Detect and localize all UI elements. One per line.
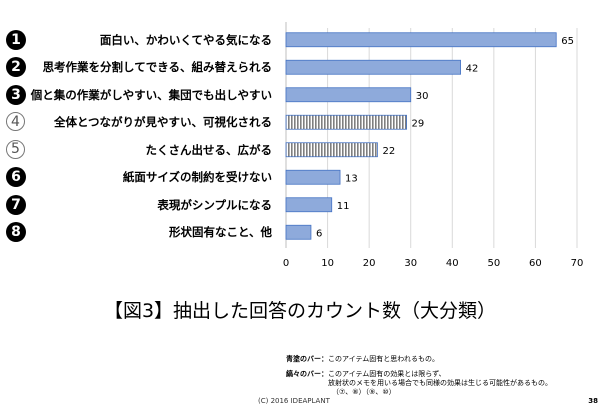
x-tick-label: 50 xyxy=(487,258,500,269)
chart-title: 【図3】抽出した回答のカウント数（大分類） xyxy=(103,300,497,322)
bar xyxy=(285,32,557,48)
category-label: 形状固有なこと、他 xyxy=(168,225,272,240)
category-marker: 3 xyxy=(6,84,26,105)
category-label: 全体とつながりが見やすい、可視化される xyxy=(53,115,272,130)
data-label: 42 xyxy=(466,63,479,74)
category-label: 思考作業を分割してできる、組み替えられる xyxy=(42,60,272,75)
note-stripe: 縞々のバー：このアイテム固有の効果とは限らず、 xyxy=(286,369,446,379)
x-tick-label: 60 xyxy=(529,258,542,269)
category-label: 面白い、かわいくてやる気になる xyxy=(99,32,272,47)
note-stripe-text-2: 放射状のメモを用いる場合でも同様の効果は生じる可能性があるもの。 xyxy=(328,379,552,387)
bar xyxy=(285,197,333,213)
bar-chart: 0 10 20 30 40 50 60 70 65 42 30 29 22 13 11 6 xyxy=(283,22,584,269)
note-stripe-text-3: （⑦、⑧）（⑨、⑩） xyxy=(332,388,396,396)
data-label: 13 xyxy=(345,173,358,184)
bar xyxy=(285,87,412,103)
note-stripe-text-1: このアイテム固有の効果とは限らず、 xyxy=(328,370,446,378)
category-marker: 6 xyxy=(6,167,26,188)
category-marker: 7 xyxy=(6,194,26,215)
data-label: 6 xyxy=(316,228,322,239)
bar xyxy=(285,142,378,158)
category-label: 個と集の作業がしやすい、集団でも出しやすい xyxy=(30,87,272,102)
x-tick-label: 40 xyxy=(446,258,459,269)
category-marker: 5 xyxy=(6,139,25,159)
page-number: 38 xyxy=(588,397,598,405)
data-label: 30 xyxy=(416,91,429,102)
bar xyxy=(285,114,407,130)
category-label: たくさん出せる、広がる xyxy=(145,142,273,157)
data-label: 22 xyxy=(382,146,395,157)
bar xyxy=(285,224,312,240)
category-label: 表現がシンプルになる xyxy=(157,197,272,212)
bar xyxy=(285,59,462,75)
data-label: 65 xyxy=(561,36,574,47)
category-marker: 4 xyxy=(6,112,25,132)
category-marker: 8 xyxy=(6,222,26,243)
x-tick-label: 0 xyxy=(283,258,289,269)
note-blue-text: このアイテム固有と思われるもの。 xyxy=(328,355,439,363)
category-label: 紙面サイズの制約を受けない xyxy=(122,170,272,185)
x-tick-label: 10 xyxy=(321,258,334,269)
data-label: 11 xyxy=(337,201,350,212)
x-tick-label: 30 xyxy=(404,258,417,269)
note-stripe-label: 縞々のバー： xyxy=(286,370,328,378)
note-blue-label: 青塗のバー： xyxy=(286,355,328,363)
x-tick-label: 70 xyxy=(571,258,584,269)
note-blue: 青塗のバー：このアイテム固有と思われるもの。 xyxy=(286,354,439,364)
x-tick-label: 20 xyxy=(363,258,376,269)
copyright: (C) 2016 IDEAPLANT xyxy=(258,397,330,405)
category-marker: 2 xyxy=(6,57,26,78)
bar xyxy=(285,169,341,185)
category-marker: 1 xyxy=(6,29,26,50)
data-label: 29 xyxy=(412,118,425,129)
